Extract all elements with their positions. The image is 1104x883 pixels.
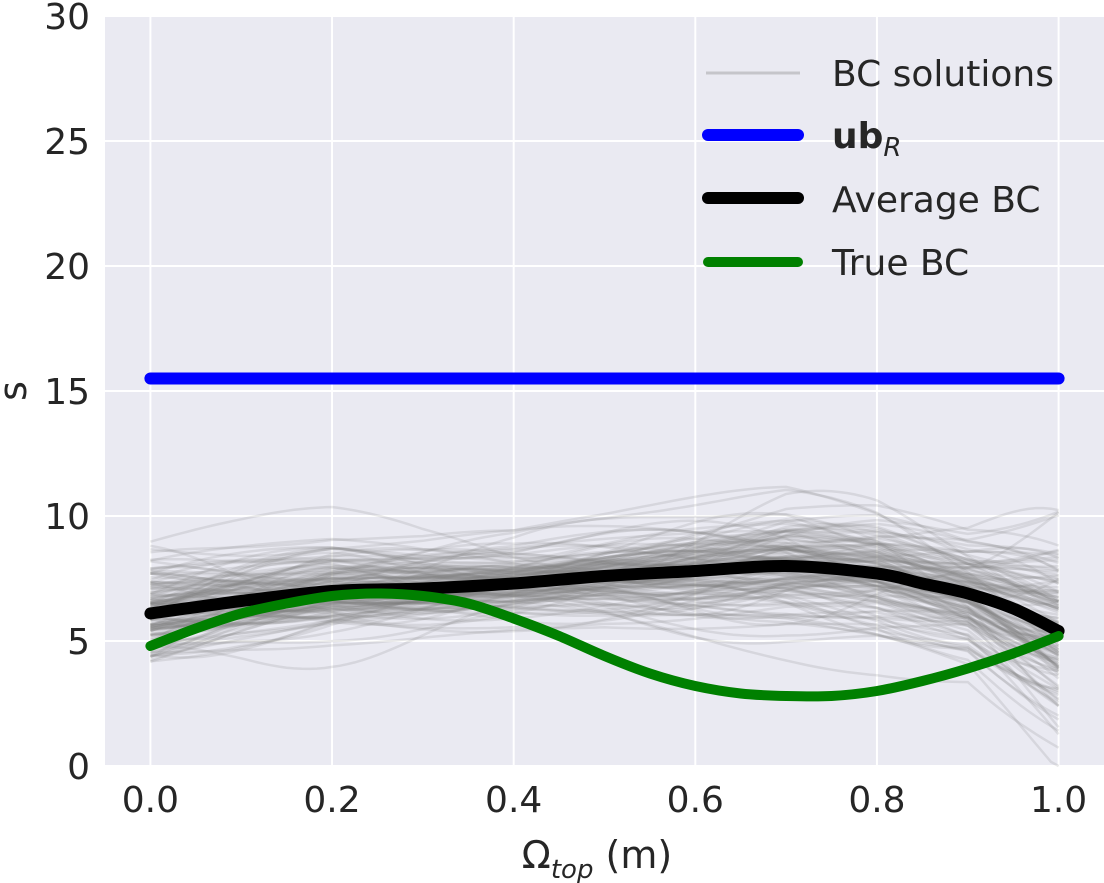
y-tick-label: 10: [44, 497, 90, 538]
bc-solution-line: [150, 602, 1060, 768]
bc-solution-line: [149, 542, 1059, 641]
x-tick-label: 0.2: [303, 780, 360, 821]
x-tick-label: 1.0: [1030, 780, 1087, 821]
bc-solution-line: [150, 559, 1059, 634]
bc-solution-line: [150, 547, 1060, 624]
x-tick-labels: 0.0 0.2 0.4 0.6 0.8 1.0: [122, 780, 1087, 821]
bc-solution-line: [150, 543, 1060, 643]
y-tick-label: 0: [67, 747, 90, 788]
legend-label-ub-main: ub: [832, 116, 883, 157]
bc-solution-line: [150, 552, 1060, 614]
bc-solution-line: [150, 547, 1059, 603]
bc-solution-line: [150, 562, 1060, 658]
bc-solution-line: [150, 554, 1059, 661]
x-axis-label-main: Ω: [522, 833, 551, 877]
bc-solution-line: [149, 522, 1060, 604]
bc-solution-line: [149, 558, 1060, 632]
bc-solution-line: [150, 539, 1059, 611]
legend: BC solutions ubR Average BC True BC: [702, 54, 1054, 284]
bc-solution-line: [150, 524, 1059, 642]
bc-solution-line: [150, 563, 1059, 654]
x-tick-label: 0.8: [848, 780, 905, 821]
bc-solution-line: [150, 514, 1060, 587]
bc-solution-line: [150, 597, 1060, 704]
bc-solution-line: [150, 541, 1059, 619]
x-tick-label: 0.0: [122, 780, 179, 821]
bc-solution-line: [150, 554, 1060, 635]
series-lines: [144, 372, 1065, 702]
y-tick-label: 20: [44, 247, 90, 288]
legend-label-ub-sub: R: [883, 133, 901, 163]
bc-solution-line: [150, 586, 1059, 673]
bc-solution-line: [150, 546, 1060, 654]
bc-solution-line: [150, 576, 1060, 708]
bc-solution-line: [150, 593, 1059, 642]
legend-label-ub-r: ubR: [832, 116, 901, 163]
bc-solution-line: [150, 518, 1059, 605]
bc-solution-line: [150, 542, 1059, 605]
bc-solution-line: [150, 485, 1059, 568]
bc-solution-line: [150, 572, 1059, 642]
bc-solution-line: [150, 572, 1059, 648]
bc-solution-line: [150, 557, 1059, 599]
bc-solution-line: [149, 546, 1060, 659]
bc-solution-line: [150, 488, 1060, 651]
bc-solution-line: [150, 550, 1060, 671]
bc-solution-line: [150, 601, 1059, 638]
y-tick-label: 30: [44, 0, 90, 38]
bc-solution-line: [150, 584, 1059, 651]
true-bc-line: [145, 588, 1064, 702]
bc-solution-line: [150, 604, 1060, 700]
bc-solution-line: [150, 537, 1060, 650]
bc-solution-line: [150, 540, 1060, 625]
x-tick-label: 0.4: [485, 780, 542, 821]
legend-label-true-bc: True BC: [831, 243, 969, 284]
bc-solution-line: [150, 599, 1060, 749]
bc-solution-line: [150, 582, 1059, 647]
bc-solution-line: [150, 542, 1059, 594]
y-axis-label: s: [0, 381, 35, 401]
y-tick-label: 5: [67, 622, 90, 663]
x-tick-label: 0.6: [667, 780, 724, 821]
average-bc-line: [144, 559, 1065, 637]
x-axis-label-sub: top: [551, 855, 594, 883]
x-axis-label-unit: (m): [593, 833, 672, 877]
x-axis-label: Ωtop (m): [522, 833, 672, 883]
y-tick-label: 25: [44, 122, 90, 163]
bc-solution-line: [149, 528, 1060, 602]
y-tick-label: 15: [44, 372, 90, 413]
bc-solution-line: [150, 513, 1060, 707]
bc-solution-line: [150, 622, 1060, 707]
y-tick-labels: 0 5 10 15 20 25 30: [44, 0, 90, 788]
bc-solution-line: [150, 522, 1060, 614]
bc-solution-line: [150, 545, 1059, 604]
bc-solution-line: [150, 527, 1060, 645]
bc-solution-line: [150, 529, 1060, 649]
bc-solution-line: [150, 584, 1060, 691]
bc-solution-line: [150, 544, 1060, 639]
bc-solution-line: [149, 547, 1060, 656]
bc-solution-line: [150, 601, 1060, 657]
grid: [105, 15, 1104, 767]
bc-solution-line: [150, 504, 1059, 579]
bc-solution-line: [150, 554, 1059, 630]
bc-solution-line: [150, 547, 1059, 589]
bc-solution-line: [150, 589, 1059, 671]
bc-solution-line: [149, 536, 1060, 610]
bc-solution-line: [150, 579, 1060, 689]
bc-solution-line: [150, 528, 1059, 642]
legend-label-average-bc: Average BC: [832, 180, 1040, 221]
legend-label-bc-solutions: BC solutions: [832, 54, 1054, 95]
